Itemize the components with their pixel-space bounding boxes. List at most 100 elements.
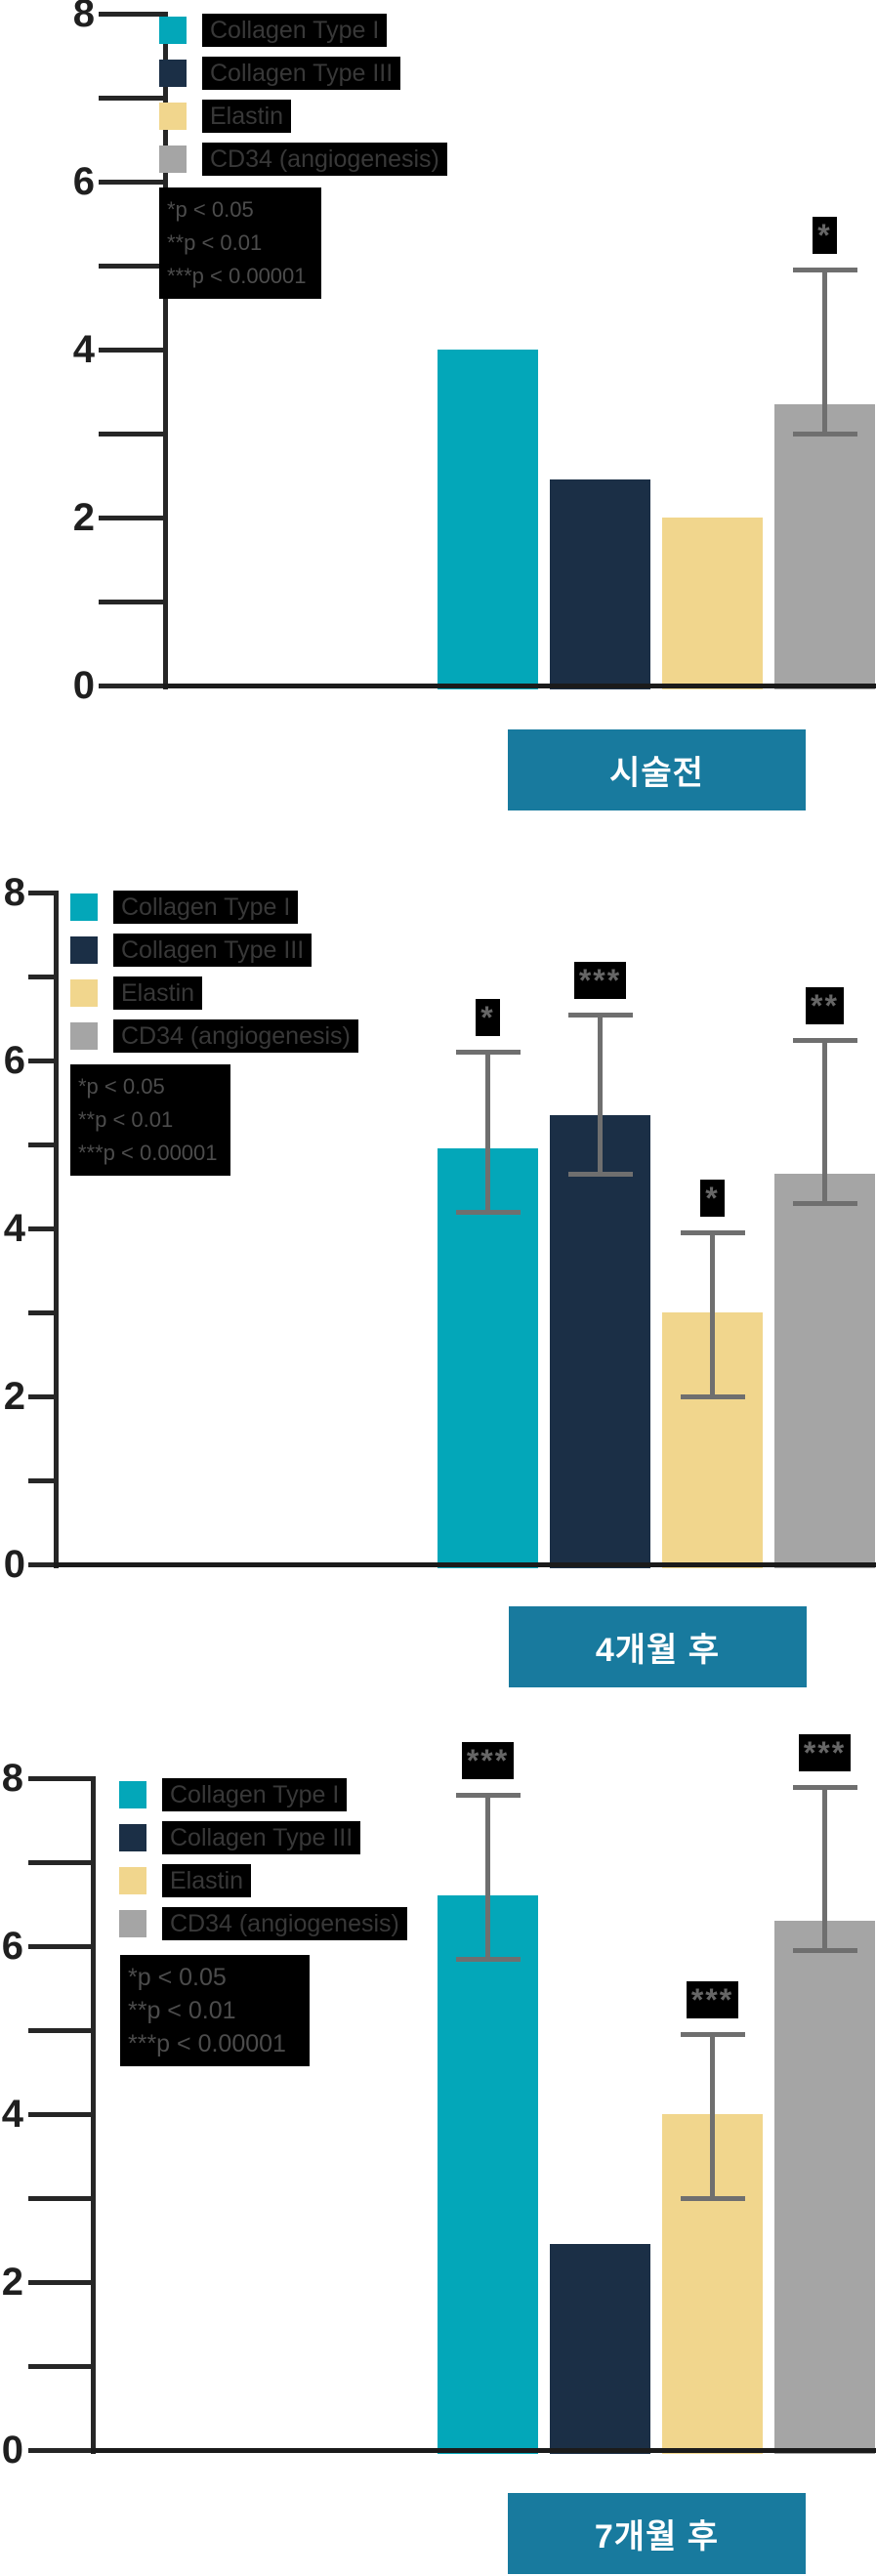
error-bar-whisker [822, 1784, 827, 1953]
y-axis-tick [28, 2112, 91, 2117]
significance-asterisks: *** [573, 961, 627, 999]
legend-item: Collagen Type I [70, 891, 299, 924]
significance-asterisks: *** [461, 1742, 515, 1780]
y-axis-label: 0 [3, 1543, 25, 1586]
significance-note-line: *p < 0.05 [128, 1964, 227, 1991]
legend-label: Collagen Type I [113, 891, 299, 924]
y-axis [91, 1776, 96, 2454]
y-axis-tick [99, 516, 163, 520]
y-axis-tick [28, 2448, 91, 2453]
significance-asterisks: ** [806, 986, 844, 1024]
legend-label: Collagen Type III [202, 57, 401, 90]
legend-swatch [119, 1824, 146, 1851]
significance-note-line: *p < 0.05 [167, 197, 254, 222]
y-axis-tick [28, 1310, 54, 1315]
y-axis-tick [28, 2280, 91, 2285]
legend-swatch [119, 1910, 146, 1937]
y-axis-tick [99, 264, 163, 269]
legend-swatch [159, 17, 187, 44]
y-axis-label: 8 [72, 0, 95, 35]
significance-asterisks: *** [686, 1981, 739, 2019]
bar-collagen-type-iii [550, 479, 650, 689]
legend-swatch [70, 1022, 98, 1050]
legend-swatch [70, 979, 98, 1007]
y-axis-label: 6 [1, 1925, 23, 1968]
y-axis-tick [28, 1394, 54, 1399]
significance-asterisks: * [700, 1180, 725, 1218]
y-axis-label: 8 [3, 871, 25, 914]
bar-elastin [662, 518, 763, 689]
legend-item: CD34 (angiogenesis) [159, 143, 447, 176]
legend-label: Elastin [162, 1864, 252, 1897]
significance-notes: *p < 0.05 **p < 0.01 ***p < 0.00001 [70, 1064, 230, 1176]
significance-note-line: **p < 0.01 [78, 1107, 174, 1132]
legend-label: Elastin [202, 100, 292, 133]
legend-label: CD34 (angiogenesis) [202, 143, 447, 176]
y-axis-label: 4 [3, 1207, 25, 1250]
y-axis-label: 0 [1, 2429, 23, 2472]
bar-cd34-angiogenesis- [774, 1174, 875, 1568]
significance-label: *** [635, 1981, 791, 2019]
legend-swatch [159, 145, 187, 173]
error-bar-whisker [485, 1050, 490, 1214]
legend-swatch [70, 893, 98, 921]
legend-swatch [119, 1867, 146, 1894]
chart-title-text: 4개월 후 [595, 1632, 721, 1669]
bar-collagen-type-iii [550, 1114, 650, 1568]
legend-label: Elastin [113, 976, 203, 1010]
bar-collagen-type-i [438, 350, 538, 689]
legend-item: Collagen Type III [119, 1821, 361, 1854]
significance-asterisks: *** [798, 1733, 852, 1771]
legend-label: Collagen Type I [202, 14, 388, 47]
y-axis-tick [28, 2196, 91, 2201]
y-axis-tick [99, 432, 163, 436]
chart-title-text: 7개월 후 [594, 2518, 720, 2555]
error-bar-whisker [710, 1230, 715, 1398]
significance-label: *** [410, 1742, 566, 1780]
y-axis-tick [28, 1860, 91, 1865]
x-axis [54, 1562, 876, 1567]
y-axis-tick [28, 2364, 91, 2369]
y-axis-tick [28, 1562, 54, 1567]
error-bar-whisker [822, 1037, 827, 1206]
significance-label: * [635, 1180, 791, 1218]
bar-cd34-angiogenesis- [774, 403, 875, 689]
y-axis-tick [28, 1944, 91, 1949]
y-axis-tick [99, 12, 163, 17]
legend-item: CD34 (angiogenesis) [70, 1019, 358, 1053]
legend-item: Elastin [70, 976, 203, 1010]
y-axis-tick [28, 891, 54, 895]
y-axis-label: 4 [72, 328, 95, 371]
y-axis-tick [99, 180, 163, 185]
bar-collagen-type-i [438, 1148, 538, 1568]
y-axis-label: 4 [1, 2093, 23, 2136]
legend-item: Collagen Type I [119, 1778, 348, 1811]
significance-note-line: ***p < 0.00001 [78, 1141, 218, 1165]
y-axis-label: 8 [1, 1757, 23, 1800]
significance-label: *** [522, 961, 679, 999]
y-axis-label: 2 [3, 1375, 25, 1418]
bar-collagen-type-i [438, 1895, 538, 2454]
bar-cd34-angiogenesis- [774, 1921, 875, 2454]
y-axis-tick [28, 1776, 91, 1781]
error-bar-whisker [822, 268, 827, 436]
legend-swatch [159, 60, 187, 87]
chart-title-badge-7-months: 7개월 후 [508, 2493, 806, 2574]
significance-note-line: ***p < 0.00001 [128, 2030, 286, 2057]
significance-notes: *p < 0.05 **p < 0.01 ***p < 0.00001 [120, 1955, 310, 2066]
legend-swatch [119, 1781, 146, 1808]
legend-item: Collagen Type III [70, 934, 313, 967]
y-axis-label: 2 [1, 2261, 23, 2304]
y-axis-label: 6 [72, 160, 95, 203]
legend-swatch [70, 936, 98, 964]
y-axis-tick [28, 1478, 54, 1483]
y-axis-tick [28, 1226, 54, 1231]
y-axis-tick [28, 975, 54, 979]
significance-label: *** [747, 1733, 876, 1771]
y-axis-tick [99, 684, 163, 688]
significance-label: * [410, 999, 566, 1037]
y-axis-tick [99, 348, 163, 353]
x-axis [91, 2448, 876, 2453]
y-axis-label: 6 [3, 1039, 25, 1082]
